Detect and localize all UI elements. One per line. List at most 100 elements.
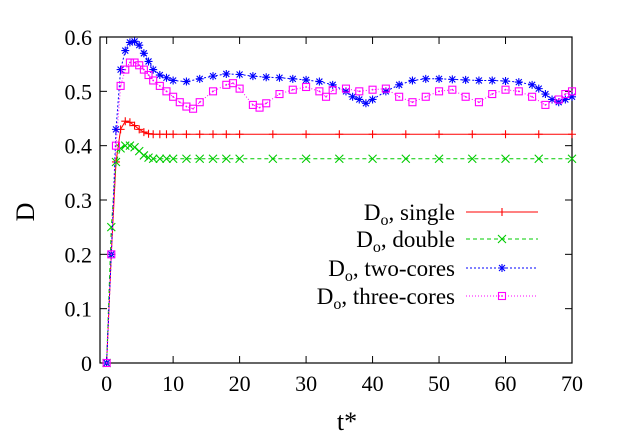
point-three-cores-center [398, 95, 401, 98]
point-three-cores [514, 87, 523, 96]
point-three-cores [554, 95, 563, 104]
point-three-cores [262, 99, 271, 108]
point-three-cores-center [258, 106, 261, 109]
x-tick-label: 40 [362, 371, 384, 396]
y-tick-label: 0.5 [65, 79, 93, 104]
point-three-cores [130, 58, 139, 67]
point-three-cores [155, 81, 164, 90]
point-two-cores [182, 77, 191, 86]
point-double [120, 141, 130, 151]
point-single [534, 130, 543, 139]
legend-marker-two-cores [498, 264, 506, 272]
legend-main: D [356, 227, 373, 252]
point-three-cores-center [252, 104, 254, 106]
point-three-cores [116, 81, 125, 90]
point-three-cores [355, 87, 364, 96]
legend-subscript: o [333, 296, 341, 313]
series-line-double [106, 145, 572, 364]
point-two-cores [288, 74, 297, 83]
point-single [130, 121, 139, 130]
point-two-cores [368, 95, 377, 104]
legend-rest: , two-cores [353, 256, 455, 281]
point-three-cores-center [138, 64, 141, 67]
point-three-cores-center [124, 68, 127, 71]
point-three-cores-center [265, 102, 268, 105]
x-axis-label: t* [337, 407, 357, 436]
point-three-cores-center [451, 88, 454, 91]
point-three-cores [328, 86, 337, 95]
point-three-cores [111, 141, 121, 150]
point-single [401, 130, 410, 139]
y-tick-label: 0 [81, 351, 92, 376]
point-three-cores-center [371, 88, 374, 91]
point-double [534, 154, 544, 164]
point-three-cores [321, 92, 331, 101]
y-tick-label: 0.6 [65, 25, 93, 50]
axis-ticks: 0 10 20 30 40 50 60 70 0 0.1 0.2 0.3 0.4 0.5 0.6 [65, 25, 584, 396]
legend-main: D [317, 284, 334, 309]
point-three-cores-center [358, 90, 361, 93]
point-single [139, 128, 148, 137]
point-double [155, 154, 165, 164]
point-three-cores [107, 250, 116, 259]
point-double [301, 154, 311, 164]
point-double [334, 154, 344, 164]
point-three-cores [144, 70, 153, 80]
point-three-cores [169, 92, 178, 101]
point-two-cores [474, 76, 483, 85]
point-two-cores [361, 99, 370, 108]
legend-marker-double [497, 234, 507, 244]
point-three-cores-center [238, 87, 241, 90]
legend-subscript: o [373, 239, 381, 256]
point-two-cores [125, 38, 134, 47]
point-three-cores [195, 98, 204, 107]
point-three-cores [175, 98, 184, 107]
point-single [235, 130, 244, 139]
point-single [435, 130, 444, 139]
point-two-cores [315, 77, 324, 86]
point-single [368, 130, 377, 139]
legend-main: D [328, 256, 345, 281]
series-line-three-cores [106, 62, 573, 364]
point-two-cores [461, 75, 470, 84]
point-two-cores [408, 76, 417, 85]
point-three-cores [528, 92, 537, 101]
legend-label-single: Do, single [364, 200, 455, 229]
point-three-cores-center [110, 253, 113, 256]
point-three-cores-center [504, 88, 507, 91]
point-double [501, 154, 510, 164]
y-tick-label: 0.4 [65, 134, 93, 159]
x-tick-label: 0 [101, 371, 112, 396]
point-double [401, 154, 411, 164]
point-three-cores [541, 100, 550, 109]
point-double [208, 154, 218, 164]
point-three-cores-center [384, 87, 387, 90]
point-two-cores [528, 80, 537, 89]
point-three-cores-center [331, 89, 334, 92]
point-three-cores [139, 65, 148, 74]
point-three-cores-center [152, 79, 155, 82]
series-layer [102, 37, 577, 368]
point-three-cores-center [115, 144, 117, 147]
point-three-cores-center [478, 101, 480, 104]
x-tick-label: 60 [495, 371, 517, 396]
y-tick-label: 0.1 [65, 297, 93, 322]
point-three-cores-center [142, 68, 145, 71]
point-two-cores [116, 65, 125, 74]
point-three-cores [102, 358, 111, 368]
point-three-cores-center [345, 87, 347, 90]
point-three-cores [567, 87, 577, 96]
point-three-cores-center [165, 90, 168, 93]
point-two-cores [275, 73, 284, 82]
point-three-cores-center [517, 90, 520, 93]
point-double [125, 141, 135, 151]
point-double [221, 154, 231, 164]
point-double [182, 154, 191, 164]
point-single [468, 130, 477, 139]
point-three-cores-center [178, 101, 181, 104]
point-three-cores [255, 103, 264, 112]
point-two-cores [435, 74, 444, 83]
point-two-cores [262, 73, 271, 82]
point-three-cores [381, 84, 390, 93]
point-three-cores-center [119, 85, 122, 87]
